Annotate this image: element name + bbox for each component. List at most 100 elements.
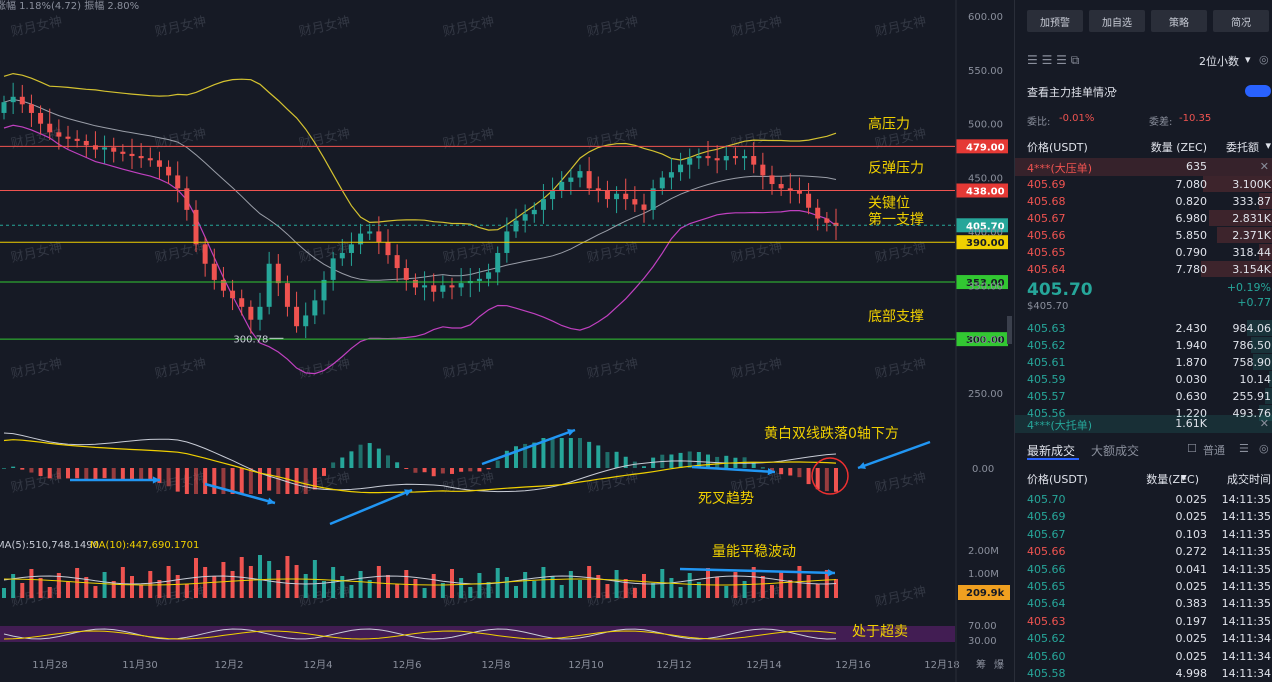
col-total[interactable]: 委托额: [1226, 141, 1259, 154]
trade-row[interactable]: 405.66 0.041 14:11:35: [1015, 561, 1272, 579]
vol-bar: [468, 587, 473, 598]
ask-row[interactable]: 405.69 7.080 3.100K: [1015, 176, 1272, 194]
candle-body: [696, 156, 702, 159]
bid-price: 405.56: [1027, 407, 1066, 420]
trade-col-price: 价格(USDT): [1027, 473, 1088, 486]
trade-time: 14:11:34: [1221, 632, 1271, 646]
ask-row[interactable]: 405.67 6.980 2.831K: [1015, 210, 1272, 228]
tab-latest-trades[interactable]: 最新成交: [1027, 444, 1076, 458]
trade-price: 405.60: [1027, 649, 1066, 663]
watermark: 财月女神: [442, 125, 496, 151]
macd-bar: [139, 468, 144, 481]
vol-bar: [184, 584, 189, 598]
bid-row[interactable]: 405.62 1.940 786.50: [1015, 337, 1272, 355]
vol-bar: [221, 562, 226, 598]
candle-body: [623, 193, 629, 200]
candle-body: [723, 156, 729, 161]
trade-row[interactable]: 405.70 0.025 14:11:35: [1015, 491, 1272, 509]
trade-row[interactable]: 405.58 4.998 14:11:34: [1015, 665, 1272, 682]
candle-body: [422, 285, 428, 288]
vol-bar: [715, 577, 720, 598]
vol-bar: [93, 586, 98, 598]
trend-arrow: [857, 440, 931, 470]
overview-button[interactable]: 简况: [1213, 10, 1269, 32]
chevron-down-icon[interactable]: ▾: [1245, 53, 1251, 66]
bid-row[interactable]: 405.57 0.630 255.91: [1015, 388, 1272, 406]
trade-row[interactable]: 405.63 0.197 14:11:35: [1015, 613, 1272, 631]
trade-row[interactable]: 405.66 0.272 14:11:35: [1015, 543, 1272, 561]
watchlist-button[interactable]: 加自选: [1089, 10, 1145, 32]
bid-row[interactable]: 405.61 1.870 758.90: [1015, 354, 1272, 372]
candle-body: [476, 278, 482, 281]
chart-area[interactable]: 财月女神 财月女神 财月女神 财月女神 财月女神 财月女神 财月女神 财月女神 财月女神 财月女神…: [0, 0, 1012, 682]
ask-price: 405.67: [1027, 212, 1066, 225]
macd-bar: [596, 445, 601, 468]
watermark: 财月女神: [298, 13, 352, 39]
vol-bar: [669, 578, 674, 598]
depth-bar: [1201, 261, 1272, 277]
chevron-down-icon[interactable]: ▾: [1181, 471, 1187, 484]
trade-row[interactable]: 405.64 0.383 14:11:35: [1015, 595, 1272, 613]
bid-row[interactable]: 405.56 1.220 493.76: [1015, 405, 1272, 423]
main-force-row[interactable]: 查看主力挂单情况 ›: [1015, 82, 1272, 100]
macd-bar: [440, 468, 445, 474]
watermark: 财月女神: [298, 239, 352, 265]
bid-row[interactable]: 405.63 2.430 984.06: [1015, 320, 1272, 338]
trade-row[interactable]: 405.60 0.025 14:11:34: [1015, 648, 1272, 666]
filter-icon[interactable]: ☰: [1239, 442, 1249, 455]
trade-row[interactable]: 405.65 0.025 14:11:35: [1015, 578, 1272, 596]
macd-bar: [367, 443, 372, 468]
decimals-select[interactable]: 2位小数: [1199, 55, 1239, 68]
macd-bar: [47, 468, 52, 479]
macd-bar: [38, 468, 43, 477]
ask-row[interactable]: 405.68 0.820 333.87: [1015, 193, 1272, 211]
strategy-button[interactable]: 策略: [1151, 10, 1207, 32]
ask-row[interactable]: 405.64 7.780 3.154K: [1015, 261, 1272, 279]
watermark: 财月女神: [730, 125, 784, 151]
vol-bar: [349, 585, 354, 598]
checkbox[interactable]: ☐: [1187, 442, 1197, 455]
ask-row[interactable]: 405.66 5.850 2.371K: [1015, 227, 1272, 245]
trades-tabs: 最新成交 大额成交 ☐ 普通 ☰ ◎: [1015, 440, 1272, 462]
candle-body: [540, 199, 546, 210]
layout-icons[interactable]: ☰ ☰ ☰ ⧉: [1027, 53, 1080, 67]
watermark: 财月女神: [874, 239, 928, 265]
alert-button[interactable]: 加预警: [1027, 10, 1083, 32]
vol-bar: [212, 576, 217, 598]
candle-body: [824, 218, 830, 223]
candle-body: [742, 156, 748, 159]
trade-row[interactable]: 405.67 0.103 14:11:35: [1015, 526, 1272, 544]
watermark: 财月女神: [874, 469, 928, 495]
macd-bar: [93, 468, 98, 481]
vol-bar: [157, 580, 162, 598]
watermark: 财月女神: [154, 583, 208, 609]
trade-row[interactable]: 405.62 0.025 14:11:34: [1015, 630, 1272, 648]
macd-bar: [422, 468, 427, 473]
level-badge-label: 405.70: [966, 221, 1005, 232]
chevron-down-icon[interactable]: ▾: [1265, 139, 1271, 152]
candle-body: [321, 279, 327, 301]
date-tick-label: 12月4: [303, 659, 332, 671]
settings-icon[interactable]: ◎: [1259, 53, 1269, 66]
trade-row[interactable]: 405.69 0.025 14:11:35: [1015, 508, 1272, 526]
scroll-handle[interactable]: [1007, 316, 1012, 344]
trade-price: 405.66: [1027, 562, 1066, 576]
close-icon[interactable]: ✕: [1259, 417, 1269, 430]
price-tick-label: 450.00: [968, 174, 1003, 185]
chevron-right-icon: ›: [1113, 84, 1118, 97]
main-force-toggle[interactable]: [1245, 85, 1271, 97]
candle-body: [92, 145, 98, 150]
candle-body: [632, 199, 638, 205]
macd-bar: [258, 468, 262, 494]
change-pct: +0.19%: [1226, 281, 1271, 294]
price-tick-label: 300.00: [968, 335, 1003, 346]
trade-qty: 0.025: [1175, 632, 1208, 646]
watermark: 财月女神: [586, 239, 640, 265]
bid-row[interactable]: 405.59 0.030 10.14: [1015, 371, 1272, 389]
close-icon[interactable]: ✕: [1259, 160, 1269, 173]
settings-icon[interactable]: ◎: [1259, 442, 1269, 455]
tab-large-trades[interactable]: 大额成交: [1091, 444, 1140, 458]
main-force-link[interactable]: 查看主力挂单情况: [1027, 86, 1115, 99]
ask-row[interactable]: 405.65 0.790 318.44: [1015, 244, 1272, 262]
